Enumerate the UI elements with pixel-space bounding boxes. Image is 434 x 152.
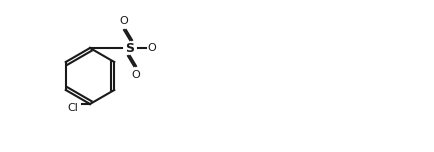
Text: O: O (148, 43, 156, 53)
Text: O: O (132, 70, 140, 80)
Text: Cl: Cl (67, 103, 78, 113)
Text: O: O (120, 16, 128, 26)
Text: S: S (125, 41, 135, 55)
